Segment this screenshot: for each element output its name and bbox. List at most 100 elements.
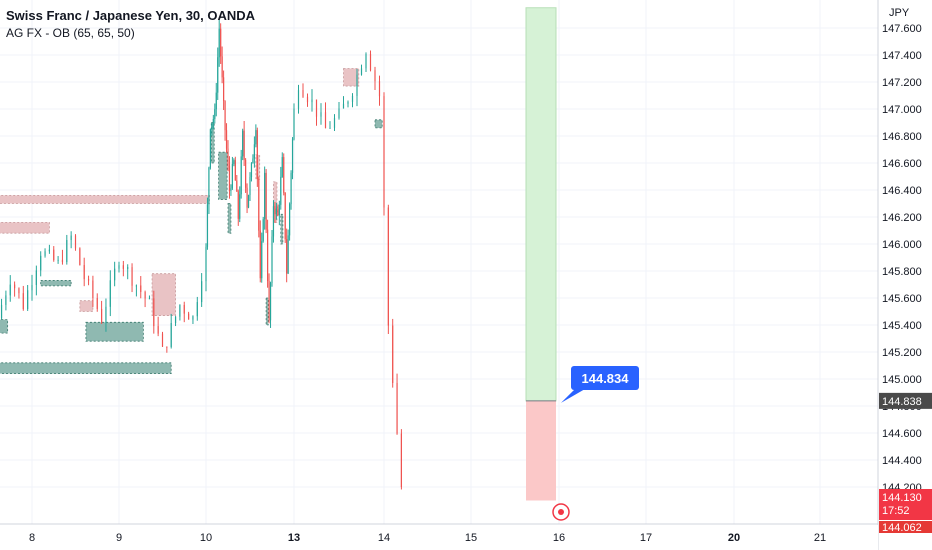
- symbol-title[interactable]: Swiss Franc / Japanese Yen, 30, OANDA: [6, 8, 256, 23]
- bearish-order-block[interactable]: [343, 68, 360, 87]
- candle-body: [287, 235, 289, 274]
- candle-body: [225, 130, 228, 149]
- candle-body: [265, 172, 267, 230]
- bullish-order-block[interactable]: [85, 321, 144, 342]
- candle-body: [157, 326, 159, 334]
- candle-body: [271, 236, 273, 284]
- candle-body: [66, 240, 68, 263]
- candle-body: [240, 156, 242, 195]
- candle-body: [274, 206, 276, 215]
- candle-body: [14, 284, 16, 289]
- candle-body: [101, 308, 103, 323]
- low-price-label: 144.062: [882, 522, 922, 534]
- bullish-order-block[interactable]: [0, 362, 172, 374]
- candle-body: [5, 295, 7, 305]
- y-tick-label: 147.400: [882, 50, 922, 62]
- bullish-order-block[interactable]: [227, 203, 232, 234]
- x-tick-label: 14: [378, 532, 390, 544]
- candle-body: [400, 433, 402, 488]
- entry-price-tag: [879, 392, 932, 409]
- candle-body: [243, 130, 245, 160]
- candle-body: [228, 165, 231, 191]
- bearish-order-block[interactable]: [0, 194, 210, 204]
- candle-body: [237, 191, 239, 219]
- bullish-order-block[interactable]: [265, 297, 269, 326]
- candle-body: [188, 313, 190, 320]
- candle-body: [179, 304, 181, 317]
- stop-zone[interactable]: [526, 400, 556, 501]
- candle-body: [215, 92, 217, 110]
- candle-body: [27, 290, 29, 310]
- x-tick-label: 13: [288, 532, 300, 544]
- candle-body: [218, 28, 220, 58]
- candle-body: [201, 281, 203, 303]
- candle-body: [212, 118, 214, 124]
- y-tick-label: 147.000: [882, 104, 922, 116]
- candle-body: [252, 158, 254, 164]
- candle-body: [122, 265, 124, 269]
- candle-body: [230, 188, 232, 191]
- candle-body: [48, 249, 50, 252]
- candle-body: [342, 103, 345, 109]
- candle-body: [234, 160, 236, 181]
- candle-body: [383, 96, 385, 208]
- candle-body: [92, 280, 94, 299]
- y-tick-label: 145.600: [882, 293, 922, 305]
- candle-body: [166, 346, 168, 348]
- bullish-order-block[interactable]: [374, 119, 383, 129]
- x-tick-label: 20: [728, 532, 740, 544]
- indicator-label[interactable]: AG FX - OB (65, 65, 50): [6, 26, 135, 40]
- target-zone[interactable]: [525, 7, 557, 402]
- candle-body: [57, 259, 59, 261]
- candle-body: [284, 192, 286, 240]
- candle-body: [315, 99, 318, 117]
- candle-body: [105, 306, 107, 323]
- candle-body: [324, 112, 327, 129]
- entry-price-label: 144.838: [882, 396, 922, 408]
- y-tick-label: 147.600: [882, 23, 922, 35]
- candle-body: [223, 77, 225, 102]
- bearish-order-block[interactable]: [79, 300, 94, 312]
- bearish-order-block[interactable]: [0, 221, 50, 234]
- candle-body: [374, 70, 376, 82]
- candle-body: [329, 127, 331, 129]
- candle-body: [255, 130, 257, 145]
- price-callout[interactable]: [571, 366, 639, 390]
- candle-body: [153, 298, 155, 327]
- candle-body: [278, 204, 280, 216]
- candle-body: [196, 302, 198, 317]
- x-tick-label: 10: [200, 532, 212, 544]
- candle-body: [289, 204, 291, 236]
- current-price-tag: [879, 489, 932, 520]
- candle-body: [135, 285, 137, 287]
- x-tick-label: 16: [553, 532, 565, 544]
- bullish-order-block[interactable]: [0, 319, 9, 334]
- candle-body: [306, 96, 309, 103]
- bearish-order-block[interactable]: [151, 273, 176, 316]
- y-tick-label: 145.000: [882, 374, 922, 386]
- candle-body: [264, 172, 266, 220]
- candle-body: [378, 81, 381, 97]
- candle-body: [236, 180, 238, 192]
- y-tick-label: 145.400: [882, 320, 922, 332]
- candle-body: [280, 176, 282, 205]
- bullish-order-block[interactable]: [40, 280, 72, 287]
- candle-body: [131, 267, 133, 286]
- candle-body: [174, 316, 177, 324]
- time-axis[interactable]: [0, 525, 878, 550]
- candle-body: [351, 95, 354, 102]
- candle-body: [369, 54, 372, 71]
- bullish-order-block[interactable]: [280, 213, 284, 245]
- candle-body: [96, 298, 98, 309]
- candle-body: [297, 90, 300, 109]
- candle-body: [249, 177, 251, 195]
- candle-body: [281, 157, 283, 177]
- candle-body: [242, 130, 244, 157]
- candle-body: [392, 325, 394, 383]
- bullish-order-block[interactable]: [218, 151, 228, 200]
- candle-body: [53, 249, 55, 261]
- candle-body: [224, 101, 226, 131]
- candle-body: [22, 293, 24, 310]
